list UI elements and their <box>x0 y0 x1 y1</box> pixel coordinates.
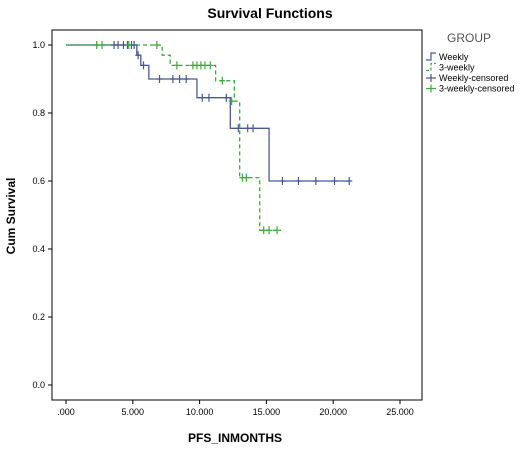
x-tick-label: 15.000 <box>253 407 281 417</box>
y-tick-label: 0.4 <box>32 244 45 254</box>
legend-swatch <box>426 84 436 93</box>
censor-marker <box>176 75 183 83</box>
censor-marker <box>331 177 338 185</box>
x-tick-label: 20.000 <box>319 407 347 417</box>
legend: Weekly3-weeklyWeekly-censored3-weekly-ce… <box>426 52 515 94</box>
x-tick-label: 10.000 <box>186 407 214 417</box>
censor-marker <box>260 226 267 235</box>
x-tick-label: .000 <box>57 407 75 417</box>
censor-marker <box>279 177 286 185</box>
x-tick-label: 5.000 <box>122 407 145 417</box>
censor-marker <box>219 76 226 85</box>
y-tick-label: 1.0 <box>32 40 45 50</box>
legend-label: 3-weekly-censored <box>439 84 515 94</box>
legend-title: GROUP <box>447 31 491 45</box>
censor-marker <box>135 51 142 60</box>
y-tick-label: 0.8 <box>32 108 45 118</box>
censor-marker <box>274 226 281 235</box>
chart-title: Survival Functions <box>207 5 332 21</box>
legend-swatch <box>426 62 436 72</box>
x-axis-label: PFS_INMONTHS <box>188 431 282 445</box>
censor-marker <box>99 41 106 49</box>
censor-marker <box>243 173 250 182</box>
plot-area-frame <box>51 29 423 401</box>
censor-marker <box>266 226 273 235</box>
legend-label: Weekly-censored <box>439 73 508 83</box>
censor-marker <box>125 41 132 49</box>
censor-marker <box>244 124 251 133</box>
censor-marker <box>235 124 242 133</box>
censor-marker <box>156 75 163 83</box>
censor-marker <box>205 93 212 102</box>
censor-marker <box>250 124 257 133</box>
censor-marker <box>207 61 214 70</box>
censor-marker <box>223 93 230 102</box>
censor-marker <box>295 177 302 185</box>
y-tick-label: 0.2 <box>32 312 45 322</box>
censor-marker <box>93 41 100 49</box>
censor-marker <box>312 177 319 185</box>
legend-swatch <box>426 52 436 61</box>
series-line-3-weekly <box>66 44 282 231</box>
legend-label: 3-weekly <box>439 63 475 73</box>
x-tick-label: 25.000 <box>386 407 414 417</box>
censor-marker <box>115 41 122 49</box>
censor-marker <box>346 177 353 185</box>
censor-marker <box>140 61 147 70</box>
censor-marker <box>199 93 206 102</box>
censor-marker <box>131 41 138 49</box>
censor-marker <box>169 75 176 83</box>
censor-marker <box>183 75 190 83</box>
y-tick-label: 0.0 <box>32 380 45 390</box>
y-axis-label: Cum Survival <box>4 178 18 255</box>
censor-marker <box>153 41 160 49</box>
legend-label: Weekly <box>439 52 469 62</box>
censor-marker <box>173 61 180 70</box>
legend-swatch <box>426 74 436 82</box>
y-tick-label: 0.6 <box>32 176 45 186</box>
censor-marker <box>228 97 235 106</box>
censor-marker <box>201 61 208 70</box>
